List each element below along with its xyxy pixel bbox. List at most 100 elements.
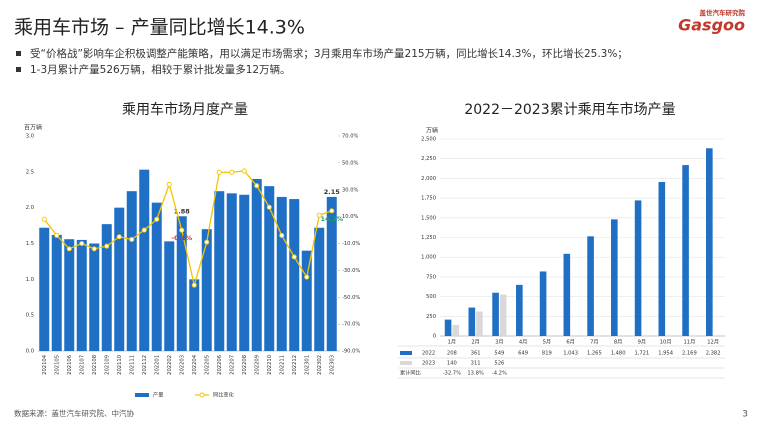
x-tick-label: 202105 xyxy=(54,355,60,375)
table-cell: 140 xyxy=(447,361,457,367)
bar xyxy=(539,271,547,336)
table-cell: -4.2% xyxy=(492,371,507,377)
line-marker xyxy=(41,216,47,222)
bar xyxy=(476,311,483,336)
y-tick-label: 1,500 xyxy=(421,215,436,221)
bar xyxy=(468,307,476,336)
bar xyxy=(682,165,689,336)
y-tick-label: 2.0 xyxy=(26,205,34,211)
bar xyxy=(239,194,250,351)
logo-cn: 盖世汽车研究院 xyxy=(700,8,746,17)
bullet-dot xyxy=(16,67,21,72)
x-tick-label: 202108 xyxy=(92,355,98,375)
x-tick-label: 202208 xyxy=(242,355,248,375)
line-marker xyxy=(104,243,110,249)
x-tick-label: 2月 xyxy=(471,339,480,346)
line-marker xyxy=(254,183,260,189)
bullet: 1-3月累计产量526万辆，相较于累计批发量多12万辆。 xyxy=(30,63,291,76)
bar xyxy=(264,186,275,351)
y-tick-label: 0.0 xyxy=(26,349,34,355)
legend-label: 产量 xyxy=(153,391,163,399)
x-tick-label: 202212 xyxy=(292,355,298,375)
x-tick-label: 7月 xyxy=(590,339,599,346)
y2-tick-label: -10.0% xyxy=(342,241,360,247)
line-marker xyxy=(141,227,147,233)
bullet-dot xyxy=(16,51,21,56)
bullet: 受“价格战”影响车企积极调整产能策略，用以满足市场需求；3月乘用车市场产量215… xyxy=(30,47,628,60)
legend-label: 同比变化 xyxy=(213,391,234,399)
bar xyxy=(76,239,87,351)
chart-title: 2022－2023累计乘用车市场产量 xyxy=(464,101,675,118)
y-axis-label: 百万辆 xyxy=(24,124,42,132)
line-marker xyxy=(54,232,60,238)
bar xyxy=(114,207,125,351)
y-tick-label: 0.5 xyxy=(26,313,34,319)
x-tick-label: 6月 xyxy=(566,339,575,346)
x-tick-label: 202204 xyxy=(192,354,198,375)
table-cell: 2,169 xyxy=(682,351,697,357)
x-tick-label: 202107 xyxy=(79,355,85,375)
bar xyxy=(326,196,337,351)
bar xyxy=(301,250,312,351)
row-label: 累计同比 xyxy=(400,369,421,377)
y2-tick-label: -50.0% xyxy=(342,295,360,301)
x-tick-label: 12月 xyxy=(707,339,719,346)
x-tick-label: 202211 xyxy=(279,355,285,375)
line-marker xyxy=(304,274,310,280)
bar xyxy=(563,253,571,336)
table-cell: 1,043 xyxy=(563,351,578,357)
y-axis-label: 万辆 xyxy=(426,127,438,135)
table-cell: 361 xyxy=(471,351,481,357)
line-marker xyxy=(179,227,185,233)
legend-key xyxy=(135,393,149,397)
x-tick-label: 202202 xyxy=(167,355,173,375)
y-tick-label: 1,250 xyxy=(421,235,436,241)
bar xyxy=(276,196,287,351)
bar xyxy=(226,193,237,351)
y-tick-label: 1.0 xyxy=(26,277,34,283)
table-cell: 13.8% xyxy=(467,371,484,377)
bar xyxy=(444,319,452,336)
bar xyxy=(658,182,666,336)
line-marker xyxy=(79,240,85,247)
y2-tick-label: -90.0% xyxy=(342,349,360,355)
x-tick-label: 202112 xyxy=(142,355,148,375)
table-cell: 1,721 xyxy=(634,351,649,357)
table-cell: 649 xyxy=(518,351,528,357)
x-tick-label: 202205 xyxy=(204,355,210,375)
value-label: 14.3% xyxy=(320,215,343,223)
x-tick-label: 202201 xyxy=(154,355,160,375)
y-tick-label: 2.5 xyxy=(26,169,34,175)
bar xyxy=(126,191,137,351)
page-number: 3 xyxy=(742,410,748,420)
x-tick-label: 202106 xyxy=(67,355,73,375)
y-tick-label: 1.5 xyxy=(26,241,34,247)
legend-key xyxy=(199,392,205,398)
table-cell: 1,265 xyxy=(587,351,602,357)
x-tick-label: 202303 xyxy=(329,355,335,375)
bar xyxy=(139,169,150,351)
table-cell: 819 xyxy=(542,351,552,357)
line-marker xyxy=(166,181,172,187)
bar xyxy=(51,234,62,351)
y-tick-label: 0 xyxy=(433,334,436,340)
x-tick-label: 202203 xyxy=(179,355,185,375)
table-cell: 549 xyxy=(494,351,504,357)
table-cell: 1,480 xyxy=(611,351,626,357)
y-tick-label: 3.0 xyxy=(26,134,34,140)
bar xyxy=(64,239,75,351)
bar xyxy=(176,216,187,351)
bar xyxy=(101,224,112,351)
line-marker xyxy=(291,254,297,260)
x-tick-label: 202207 xyxy=(229,355,235,375)
line-marker xyxy=(91,246,97,252)
y2-tick-label: 30.0% xyxy=(342,187,359,193)
y-tick-label: 1,750 xyxy=(421,196,436,202)
line-marker xyxy=(216,169,222,175)
x-tick-label: 202209 xyxy=(254,355,260,375)
x-tick-label: 202301 xyxy=(304,355,310,375)
bar xyxy=(706,148,713,336)
bar xyxy=(492,292,499,336)
legend-key xyxy=(400,351,412,355)
